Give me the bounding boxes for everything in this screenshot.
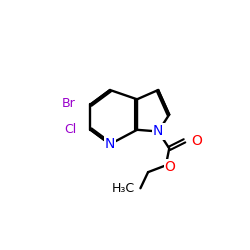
Text: H₃C: H₃C (112, 182, 134, 195)
Text: O: O (165, 160, 175, 174)
Text: N: N (105, 137, 115, 151)
Text: Br: Br (62, 97, 75, 110)
Text: N: N (153, 124, 164, 138)
Text: O: O (191, 134, 202, 148)
Text: Cl: Cl (64, 123, 76, 136)
